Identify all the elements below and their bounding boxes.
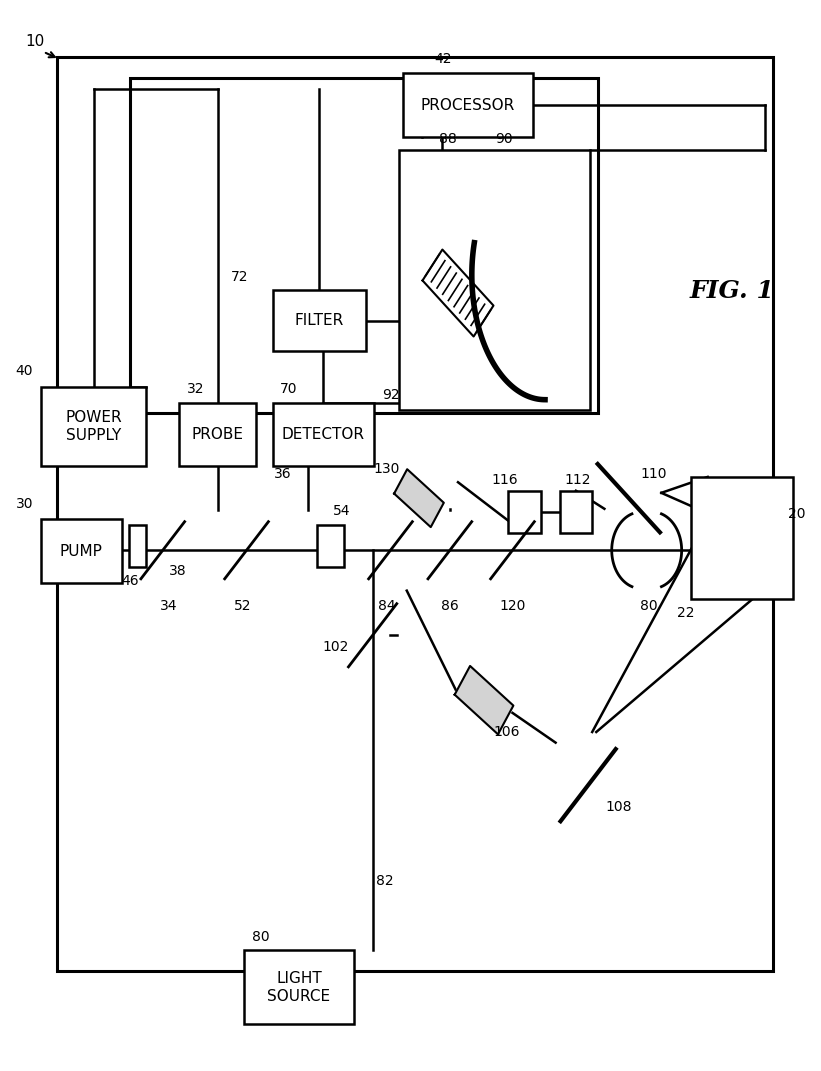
Text: 84: 84 <box>378 599 395 613</box>
Text: 130: 130 <box>373 462 399 476</box>
Bar <box>273 290 366 351</box>
Polygon shape <box>422 250 493 336</box>
Text: 38: 38 <box>168 563 186 577</box>
Bar <box>691 477 792 600</box>
Text: 34: 34 <box>159 599 177 613</box>
Text: PROCESSOR: PROCESSOR <box>420 97 515 112</box>
Text: 10: 10 <box>25 34 44 49</box>
Text: 92: 92 <box>382 388 399 403</box>
Text: 108: 108 <box>605 799 632 814</box>
Bar <box>129 525 146 568</box>
Text: 70: 70 <box>280 382 297 396</box>
Bar <box>508 491 540 533</box>
Text: FILTER: FILTER <box>295 314 344 329</box>
Text: 80: 80 <box>640 599 658 613</box>
Text: 110: 110 <box>640 467 666 481</box>
Text: LIGHT
SOURCE: LIGHT SOURCE <box>267 971 330 1004</box>
Text: 120: 120 <box>499 599 525 613</box>
Text: 40: 40 <box>16 364 33 378</box>
Text: 112: 112 <box>564 473 590 487</box>
Text: 90: 90 <box>495 132 513 146</box>
Text: POWER
SUPPLY: POWER SUPPLY <box>65 410 122 442</box>
Text: 116: 116 <box>491 473 517 487</box>
Text: DETECTOR: DETECTOR <box>282 427 365 442</box>
Bar <box>273 403 374 467</box>
Bar <box>41 387 146 467</box>
Bar <box>317 525 344 568</box>
Text: 54: 54 <box>333 504 351 518</box>
Bar <box>57 58 772 971</box>
Polygon shape <box>454 666 513 735</box>
Text: 82: 82 <box>376 874 393 888</box>
Text: 88: 88 <box>438 132 456 146</box>
Bar <box>179 403 256 467</box>
Bar <box>398 150 589 410</box>
Polygon shape <box>394 469 443 527</box>
Text: 30: 30 <box>16 497 33 511</box>
Text: 102: 102 <box>323 640 349 654</box>
Text: 32: 32 <box>186 382 204 396</box>
Text: 20: 20 <box>788 508 805 522</box>
Text: 46: 46 <box>122 574 139 588</box>
Text: PROBE: PROBE <box>191 427 244 442</box>
Text: 42: 42 <box>434 52 452 66</box>
Bar <box>559 491 592 533</box>
Bar <box>130 78 598 413</box>
Text: 80: 80 <box>251 931 269 945</box>
Text: 106: 106 <box>493 725 520 739</box>
Bar <box>244 950 354 1024</box>
Text: 72: 72 <box>231 270 249 284</box>
Text: 36: 36 <box>274 467 291 481</box>
Text: FIG. 1: FIG. 1 <box>689 280 774 303</box>
Text: 86: 86 <box>441 599 458 613</box>
Text: PUMP: PUMP <box>60 544 103 559</box>
Bar <box>402 73 532 137</box>
Text: 52: 52 <box>233 599 251 613</box>
Text: 22: 22 <box>677 606 694 620</box>
Bar <box>41 519 122 584</box>
